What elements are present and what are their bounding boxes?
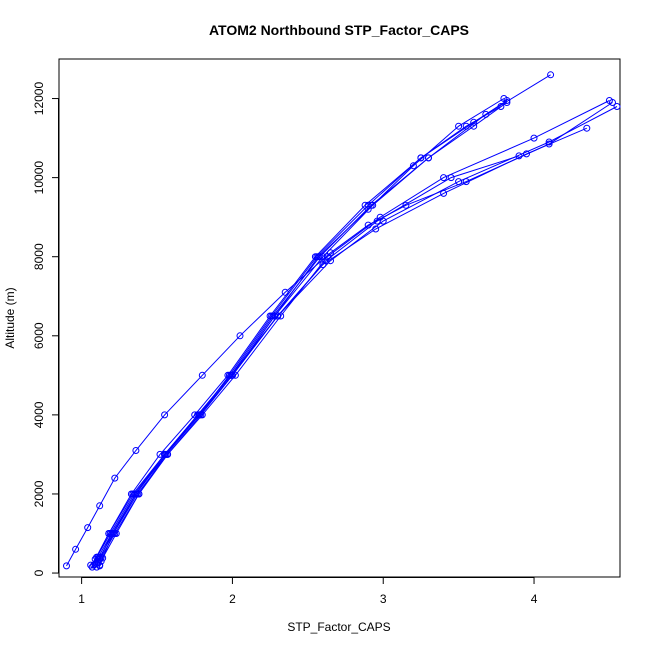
profile-series xyxy=(63,99,616,570)
data-point xyxy=(500,95,508,102)
y-tick-label: 10000 xyxy=(32,161,46,195)
y-tick-label: 2000 xyxy=(32,480,46,507)
data-point xyxy=(314,253,322,261)
y-tick-label: 0 xyxy=(32,569,46,576)
data-point xyxy=(271,312,279,320)
data-point xyxy=(84,524,92,532)
x-axis: 1 2 3 4 xyxy=(78,577,538,606)
data-point xyxy=(440,174,448,182)
data-point xyxy=(111,474,119,482)
data-point xyxy=(425,154,432,162)
profile-series xyxy=(93,95,508,567)
profile-series xyxy=(94,97,511,567)
profile-line xyxy=(96,98,505,564)
x-tick-label: 2 xyxy=(229,592,236,606)
data-point xyxy=(228,371,236,379)
data-point xyxy=(455,178,463,186)
data-point xyxy=(440,189,448,197)
data-point xyxy=(132,447,140,454)
y-axis: 0 2000 4000 6000 8000 10000 12000 xyxy=(32,82,59,576)
data-point xyxy=(87,561,95,569)
y-tick-label: 4000 xyxy=(32,401,46,428)
profile-line xyxy=(93,106,502,566)
profile-line xyxy=(97,100,508,564)
profile-series xyxy=(87,124,591,569)
data-point xyxy=(109,530,117,537)
profile-line xyxy=(91,155,520,568)
profile-series xyxy=(96,99,511,570)
data-point xyxy=(322,257,330,265)
data-point xyxy=(523,150,530,158)
data-point xyxy=(132,490,140,498)
data-point xyxy=(72,545,80,553)
chart-title: ATOM2 Northbound STP_Factor_CAPS xyxy=(209,22,469,38)
data-point xyxy=(547,71,555,79)
profile-line xyxy=(99,102,508,567)
series-layer xyxy=(63,71,621,571)
data-point xyxy=(583,124,591,132)
y-axis-label: Altitude (m) xyxy=(3,287,17,348)
profile-series xyxy=(90,103,505,569)
y-tick-label: 6000 xyxy=(32,322,46,349)
data-point xyxy=(161,450,169,458)
data-point xyxy=(364,205,372,213)
data-point xyxy=(93,559,101,567)
data-point xyxy=(96,553,104,561)
profile-series xyxy=(88,152,523,571)
x-tick-label: 3 xyxy=(380,592,387,606)
data-point xyxy=(417,154,425,162)
y-tick-label: 8000 xyxy=(32,243,46,270)
profile-series xyxy=(91,103,621,568)
data-point xyxy=(105,530,113,537)
data-point xyxy=(545,140,553,148)
data-point xyxy=(88,563,96,571)
data-point xyxy=(236,332,244,340)
x-tick-label: 1 xyxy=(78,592,85,606)
x-axis-label: STP_Factor_CAPS xyxy=(287,620,390,634)
data-point xyxy=(482,110,490,118)
data-point xyxy=(161,411,169,419)
data-point xyxy=(545,138,553,146)
data-point xyxy=(605,97,613,104)
y-tick-label: 12000 xyxy=(32,82,46,116)
data-point xyxy=(198,371,206,379)
data-point xyxy=(281,288,289,296)
data-point xyxy=(376,213,384,221)
data-point xyxy=(515,152,523,160)
data-point xyxy=(364,201,372,209)
profile-line xyxy=(99,100,610,566)
data-point xyxy=(63,562,70,570)
profile-series xyxy=(93,71,555,571)
data-point xyxy=(96,502,104,510)
data-point xyxy=(323,253,331,261)
data-point xyxy=(470,118,478,126)
profile-line xyxy=(66,102,613,567)
data-point xyxy=(530,134,538,142)
profile-line xyxy=(94,106,618,565)
profile-line xyxy=(90,127,587,566)
data-point xyxy=(195,411,203,419)
x-tick-label: 4 xyxy=(531,592,538,606)
data-point xyxy=(455,122,463,130)
data-point xyxy=(402,201,410,209)
profile-line xyxy=(96,74,551,568)
profile-series xyxy=(96,97,613,569)
data-point xyxy=(613,103,621,110)
data-point xyxy=(409,162,417,170)
